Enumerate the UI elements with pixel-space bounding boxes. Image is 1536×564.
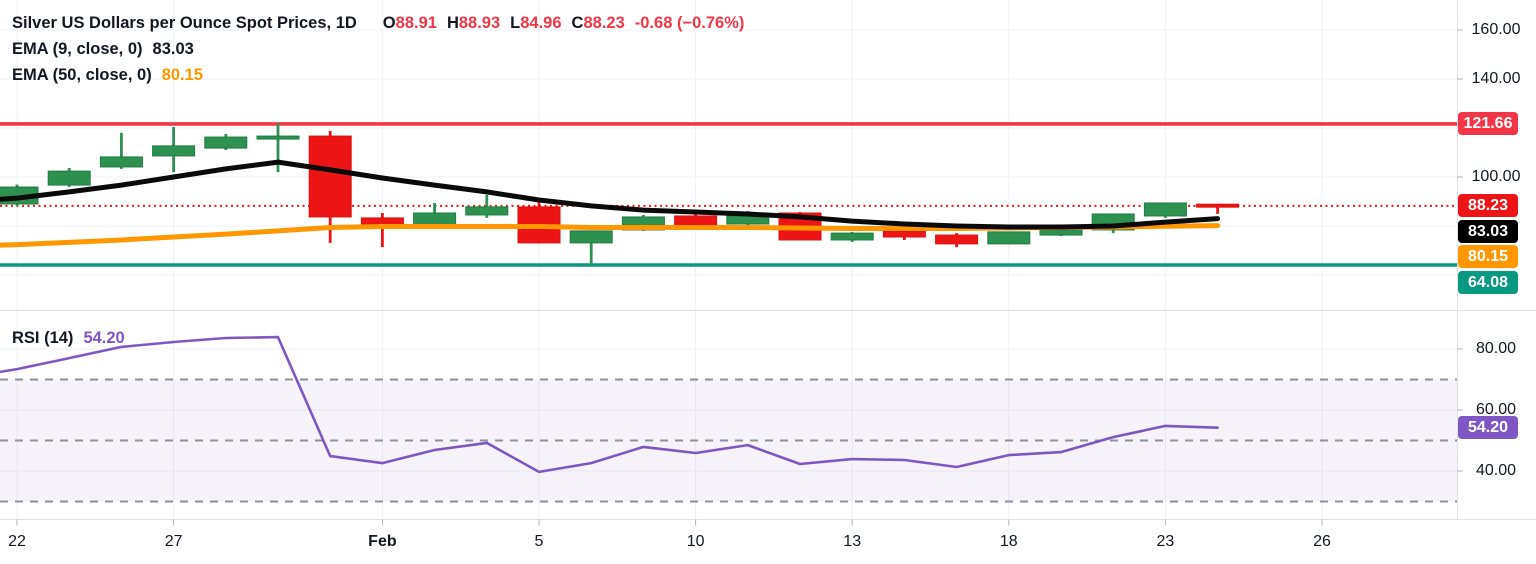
high-value: 88.93 [458, 14, 501, 32]
ema9-value: 83.03 [152, 40, 194, 58]
time-axis-label-22: 22 [8, 533, 26, 550]
low-value: 84.96 [520, 14, 562, 32]
high-label: H [446, 14, 459, 32]
price-badge-83.03: 83.03 [1458, 219, 1518, 243]
price-badge-88.23: 88.23 [1458, 194, 1518, 218]
rsi-line [0, 335, 1219, 474]
candles-layer [0, 123, 1240, 266]
rsi-axis-label: 60.00 [1475, 401, 1517, 418]
rsi-axis-label: 80.00 [1475, 340, 1517, 357]
ema9-legend-row[interactable]: EMA (9, close, 0) 83.03 [12, 36, 744, 62]
rsi-band [0, 379, 1457, 502]
close-label: C [571, 14, 584, 32]
price-axis-label: 140.00 [1471, 70, 1521, 87]
price-badge-80.15: 80.15 [1458, 245, 1518, 269]
open-label: O [382, 14, 396, 32]
open-value: 88.91 [395, 14, 437, 32]
legend: Silver US Dollars per Ounce Spot Prices,… [12, 10, 744, 88]
axis-ticks [16, 29, 1463, 526]
vertical-gridlines [16, 0, 1323, 520]
ema50-value: 80.15 [161, 66, 203, 84]
price-badge-121.66: 121.66 [1458, 112, 1518, 136]
change-value: -0.68 (−0.76%) [634, 14, 745, 32]
time-axis-label-13: 13 [843, 533, 862, 550]
rsi-label: RSI (14) [12, 329, 74, 347]
low-label: L [510, 14, 521, 32]
rsi-dashed-levels [0, 378, 1457, 503]
rsi-axis-label: 40.00 [1475, 462, 1517, 479]
symbol-legend-row[interactable]: Silver US Dollars per Ounce Spot Prices,… [12, 10, 744, 36]
ema9-label: EMA (9, close, 0) [12, 40, 143, 58]
time-axis-label-23: 23 [1156, 533, 1175, 550]
time-axis-label-26: 26 [1313, 533, 1331, 550]
price-axis-label: 100.00 [1471, 168, 1521, 185]
ema50-label: EMA (50, close, 0) [12, 66, 152, 84]
time-axis-label-27: 27 [164, 533, 183, 550]
time-axis-label-10: 10 [686, 533, 705, 550]
rsi-value: 54.20 [83, 329, 125, 347]
ema9-line [0, 159, 1221, 230]
price-axis-label: 160.00 [1471, 21, 1521, 38]
price-badge-64.08: 64.08 [1458, 270, 1518, 294]
rsi-badge: 54.20 [1458, 416, 1518, 440]
chart-title: Silver US Dollars per Ounce Spot Prices,… [12, 14, 357, 32]
time-axis-label-18: 18 [999, 533, 1018, 550]
time-axis-label-5: 5 [534, 533, 544, 550]
time-axis-label-Feb: Feb [368, 533, 397, 550]
close-value: 88.23 [583, 14, 625, 32]
rsi-legend-row[interactable]: RSI (14) 54.20 [12, 326, 125, 350]
ema50-legend-row[interactable]: EMA (50, close, 0) 80.15 [12, 62, 744, 88]
